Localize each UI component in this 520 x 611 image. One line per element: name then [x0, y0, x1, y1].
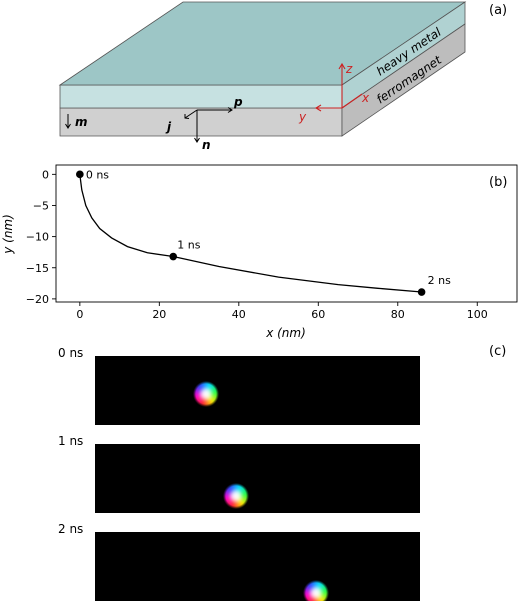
axis-z-label: z [345, 62, 353, 76]
time-marker [417, 288, 426, 296]
skyrmion-1ns [223, 483, 250, 509]
frame-2ns-image [95, 532, 420, 601]
y-tick-label: −10 [26, 231, 49, 244]
plot-frame [55, 164, 518, 303]
p-j-n-vectors [184, 107, 233, 143]
p-label: p [233, 95, 243, 109]
trajectory-line [79, 174, 422, 293]
frame-2ns-label: 2 ns [58, 522, 84, 536]
time-marker [76, 170, 84, 179]
time-marker-label: 2 ns [428, 274, 451, 287]
frame-0ns-image [95, 356, 420, 425]
x-ticks: 0 20 40 60 80 100 [76, 302, 488, 321]
x-tick-label: 20 [152, 308, 166, 321]
slab-diagram: heavy metal ferromagnet z x y m p [58, 1, 467, 152]
y-tick-label: −15 [26, 262, 49, 275]
frame-1ns-label: 1 ns [58, 434, 84, 448]
coordinate-axes [314, 62, 363, 112]
axis-x-label: x [361, 91, 370, 105]
y-ticks: 0 −5 −10 −15 −20 [26, 168, 56, 306]
panel-c-tag: (c) [489, 344, 507, 359]
trajectory-chart: 0 20 40 60 80 100 0 −5 −10 −15 −20 0 ns 1 ns 2 ns x… [1, 164, 518, 340]
ferromagnet-side-face [341, 23, 466, 137]
skyrmion-0ns [192, 381, 219, 407]
time-markers: 0 ns 1 ns 2 ns [76, 168, 451, 296]
y-axis-label: y (nm) [1, 214, 15, 255]
x-axis-label: x (nm) [265, 326, 306, 340]
x-tick-label: 100 [467, 308, 488, 321]
time-marker-label: 1 ns [177, 239, 200, 252]
x-tick-label: 40 [232, 308, 246, 321]
j-label: j [165, 120, 172, 134]
time-marker [169, 252, 178, 261]
x-tick-label: 60 [311, 308, 325, 321]
frame-1ns-image [95, 444, 420, 513]
y-tick-label: −20 [26, 293, 49, 306]
x-tick-label: 0 [76, 308, 83, 321]
x-tick-label: 80 [391, 308, 405, 321]
y-tick-label: −5 [33, 199, 49, 212]
panel-b-tag: (b) [489, 175, 507, 190]
frame-0ns-label: 0 ns [58, 346, 84, 360]
axis-y-label: y [298, 110, 307, 124]
panel-a-tag: (a) [489, 3, 507, 18]
heavy-metal-front-face [59, 84, 343, 109]
m-label: m [75, 115, 88, 129]
time-marker-label: 0 ns [86, 168, 109, 181]
skyrmion-2ns [303, 580, 329, 601]
n-label: n [202, 138, 211, 152]
y-tick-label: 0 [42, 168, 49, 181]
m-vector [65, 114, 71, 129]
